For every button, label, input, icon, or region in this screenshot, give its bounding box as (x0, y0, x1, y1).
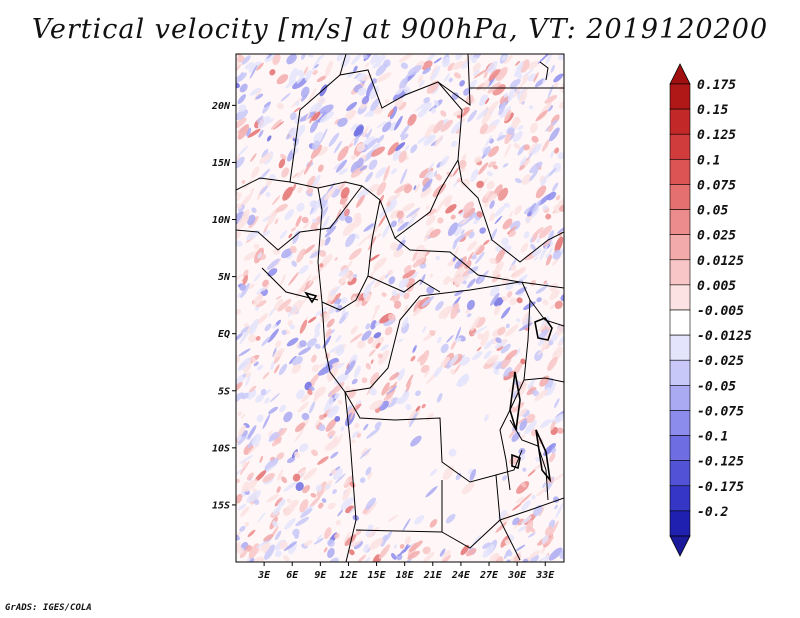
colorbar-swatch (669, 234, 691, 261)
colorbar-bottom-arrow (669, 535, 691, 557)
border-line (261, 267, 319, 301)
x-tick-label: 12E (339, 570, 358, 581)
border-line (317, 187, 323, 303)
x-tick-label: 24E (451, 570, 471, 581)
colorbar-label: 0.075 (697, 178, 736, 193)
border-line (321, 199, 381, 311)
colorbar-swatch (669, 209, 691, 235)
colorbar-swatch (669, 460, 691, 487)
colorbar-label: -0.125 (697, 455, 744, 470)
y-tick-label: 5S (218, 386, 230, 397)
y-tick-label: 15S (212, 500, 230, 511)
y-tick-label: EQ (218, 329, 230, 340)
x-tick-label: 33E (535, 570, 555, 581)
border-line (321, 301, 346, 393)
lake-outline (511, 453, 521, 470)
colorbar-swatch (669, 385, 691, 411)
border-line (539, 61, 549, 81)
border-line (344, 295, 421, 393)
map-frame (235, 53, 565, 563)
border-line (344, 391, 501, 521)
footer-credit: GrADS: IGES/COLA (5, 603, 92, 613)
colorbar-label: -0.075 (697, 404, 744, 419)
border-line (529, 299, 564, 327)
colorbar-label: -0.025 (697, 354, 744, 369)
y-tick-label: 15N (212, 158, 231, 169)
y-tick-label: 5N (218, 272, 231, 283)
border-line (394, 237, 564, 289)
colorbar-label: 0.125 (697, 128, 736, 143)
colorbar-label: -0.1 (697, 430, 728, 445)
x-axis: 3E 6E 9E 12E 15E 18E 21E 24E 27E 30E 33E (257, 562, 555, 581)
x-tick-label: 15E (368, 570, 387, 581)
colorbar-swatch (669, 359, 691, 386)
border-line (419, 281, 521, 297)
border-line (236, 185, 363, 251)
lake-outline (509, 371, 521, 431)
lakes (304, 291, 553, 483)
colorbar-label: -0.175 (697, 480, 744, 495)
colorbar-swatch (669, 184, 691, 210)
colorbar-swatch (669, 133, 691, 160)
border-line (499, 519, 521, 561)
lake-outline (304, 291, 318, 304)
x-tick-label: 3E (257, 570, 271, 581)
border-line (457, 159, 564, 263)
x-tick-label: 27E (479, 570, 499, 581)
colorbar-label: 0.1 (697, 153, 720, 168)
colorbar-label: -0.2 (697, 505, 728, 520)
colorbar-label: 0.025 (697, 229, 736, 244)
border-line (523, 377, 564, 383)
vertical-velocity-map[interactable] (229, 46, 569, 568)
colorbar-swatch (669, 259, 691, 286)
lake-outline (534, 317, 553, 341)
colorbar-label: -0.0125 (697, 329, 752, 344)
y-axis: 20N 15N 10N 5N EQ 5S 10S 15S (211, 101, 236, 511)
map-title: Vertical velocity [m/s] at 900hPa, VT: 2… (31, 14, 769, 45)
colorbar-label: 0.005 (697, 279, 736, 294)
colorbar-label: 0.175 (697, 78, 736, 93)
border-line (499, 281, 531, 491)
y-tick-label: 10N (212, 215, 231, 226)
colorbar-swatch (669, 334, 691, 361)
x-tick-label: 18E (396, 570, 415, 581)
border-line (437, 54, 471, 107)
lake-outline (535, 429, 552, 483)
colorbar-swatch (669, 410, 691, 436)
colorbar-label: -0.05 (697, 379, 736, 394)
y-tick-label: 20N (211, 101, 231, 112)
colorbar-swatch (669, 108, 691, 135)
border-line (344, 391, 357, 562)
country-borders (236, 54, 564, 562)
colorbar-swatch (669, 435, 691, 461)
border-line (367, 275, 441, 293)
colorbar-swatch (669, 284, 691, 311)
colorbar-top-arrow (669, 63, 691, 85)
velocity-field (236, 54, 564, 562)
colorbar-swatch (669, 510, 691, 537)
colorbar-label: 0.15 (697, 103, 728, 118)
colorbar-label: -0.005 (697, 304, 744, 319)
x-tick-label: 30E (507, 570, 527, 581)
colorbar-label: 0.0125 (697, 254, 744, 269)
y-tick-label: 10S (212, 443, 230, 454)
border-line (495, 449, 523, 476)
x-tick-label: 21E (423, 570, 443, 581)
colorbar: 0.175 0.15 0.125 0.1 0.075 0.05 0.025 0.0125 0.0… (669, 63, 752, 557)
border-line (339, 54, 347, 76)
x-tick-label: 9E (314, 570, 327, 581)
colorbar-swatch (669, 159, 691, 185)
colorbar-label: 0.05 (697, 204, 728, 219)
colorbar-swatch (669, 309, 691, 336)
x-tick-label: 6E (286, 570, 299, 581)
colorbar-swatch (669, 83, 691, 110)
colorbar-swatch (669, 485, 691, 512)
